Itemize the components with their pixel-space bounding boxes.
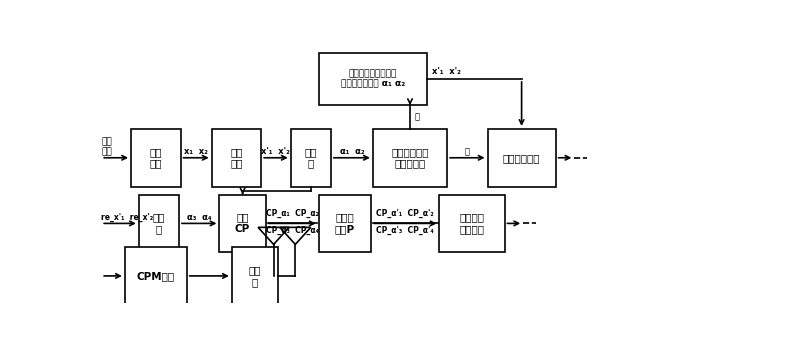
Text: CP_α₃  CP_α₄: CP_α₃ CP_α₄: [266, 225, 318, 235]
Text: x'₁  x'₂: x'₁ x'₂: [432, 66, 461, 76]
Bar: [318, 194, 371, 252]
Text: 预编
码: 预编 码: [153, 212, 165, 234]
Text: CP_α'₃  CP_α'₄: CP_α'₃ CP_α'₄: [377, 225, 434, 235]
Text: 改变冗余位并修改相
应预编码后数据 α₁ α₂: 改变冗余位并修改相 应预编码后数据 α₁ α₂: [341, 69, 405, 89]
Text: CP_α₁  CP_α₂: CP_α₁ CP_α₂: [266, 209, 318, 218]
Text: CPM调制: CPM调制: [137, 271, 175, 281]
Bar: [131, 129, 181, 187]
Text: 否: 否: [465, 147, 470, 157]
Bar: [232, 247, 278, 305]
Text: 数据反转取负: 数据反转取负: [503, 153, 540, 163]
Bar: [125, 247, 187, 305]
Text: CP_α'₁  CP_α'₂: CP_α'₁ CP_α'₂: [377, 209, 434, 218]
Text: 映射到两
发射天线: 映射到两 发射天线: [459, 212, 485, 234]
Text: 预编
码: 预编 码: [305, 147, 317, 168]
Bar: [373, 129, 447, 187]
Bar: [219, 194, 266, 252]
Text: α₁  α₂: α₁ α₂: [339, 147, 364, 157]
Text: α₃  α₄: α₃ α₄: [187, 213, 211, 222]
Text: 添加
CP: 添加 CP: [235, 212, 250, 234]
Text: 分段
映射: 分段 映射: [150, 147, 162, 168]
Bar: [439, 194, 505, 252]
Bar: [211, 129, 261, 187]
Bar: [138, 194, 179, 252]
Bar: [318, 53, 427, 105]
Text: x₁  x₂: x₁ x₂: [184, 147, 208, 157]
Bar: [290, 129, 331, 187]
Text: 上变
频: 上变 频: [249, 265, 262, 287]
Text: re_x'₁  re_x'₂: re_x'₁ re_x'₂: [102, 213, 154, 222]
Text: 增加
冗余: 增加 冗余: [230, 147, 242, 168]
Text: 输入
数据: 输入 数据: [102, 137, 112, 157]
Text: x'₁  x'₂: x'₁ x'₂: [262, 147, 290, 157]
Text: 添加头
符号P: 添加头 符号P: [335, 212, 355, 234]
Bar: [487, 129, 556, 187]
Text: 是: 是: [415, 113, 420, 121]
Text: 判断是否改变
冗余位符号: 判断是否改变 冗余位符号: [391, 147, 429, 168]
